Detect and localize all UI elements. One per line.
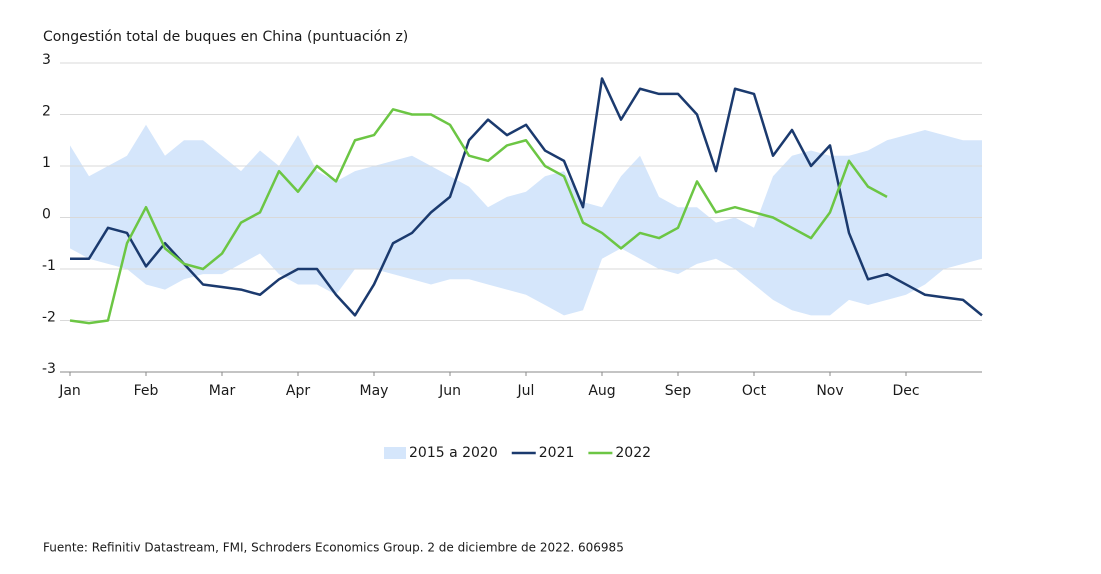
range-band [70, 124, 982, 316]
y-tick-label: 2 [42, 104, 51, 120]
chart-title: Congestión total de buques en China (pun… [43, 29, 408, 45]
y-tick-label: 1 [42, 155, 51, 171]
x-tick-label: May [360, 383, 389, 399]
x-tick-label: Jul [517, 383, 535, 399]
y-tick-label: 3 [42, 52, 51, 68]
x-tick-label: Feb [134, 383, 159, 399]
x-tick-label: Sep [665, 383, 692, 399]
x-tick-label: Mar [209, 383, 236, 399]
legend-swatch [384, 447, 406, 459]
y-tick-label: -1 [42, 258, 56, 274]
legend-label: 2021 [539, 445, 575, 461]
y-tick-label: 0 [42, 207, 51, 223]
line-2022 [69, 108, 888, 325]
x-tick-label: Dec [892, 383, 919, 399]
x-tick-label: Jan [58, 383, 81, 399]
source-note: Fuente: Refinitiv Datastream, FMI, Schro… [43, 541, 624, 555]
y-tick-label: -2 [42, 310, 56, 326]
x-tick-label: Aug [588, 383, 615, 399]
y-tick-label: -3 [42, 361, 56, 377]
x-tick-label: Nov [816, 383, 843, 399]
x-tick-label: Oct [742, 383, 767, 399]
line-2021 [70, 77, 983, 317]
x-tick-label: Jun [438, 383, 461, 399]
legend-label: 2022 [615, 445, 651, 461]
x-tick-label: Apr [286, 383, 310, 399]
legend-label: 2015 a 2020 [409, 445, 498, 461]
